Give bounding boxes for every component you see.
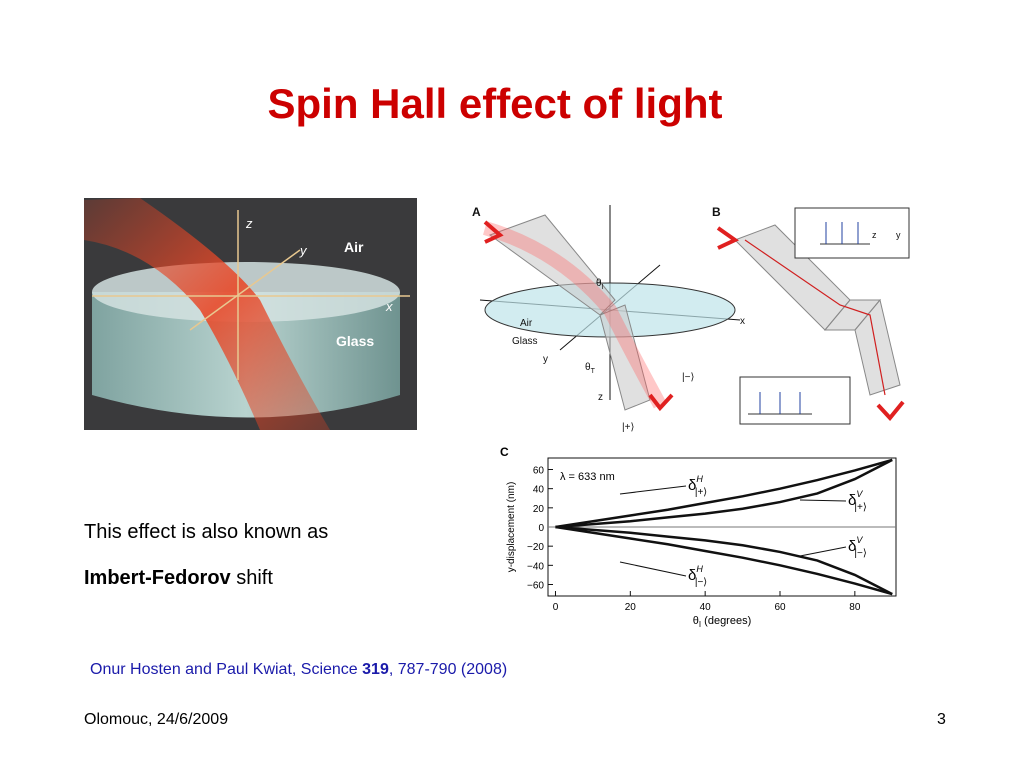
series-name: δ <box>848 492 856 509</box>
panel-label: B <box>712 205 721 219</box>
series-label: δV |−⟩ <box>848 535 867 559</box>
photo-label: y <box>299 243 308 258</box>
diagram-label: z <box>598 392 603 403</box>
y-axis-label: y-displacement (nm) <box>506 482 517 573</box>
series-name: δ <box>688 477 696 494</box>
diagram-a: A Air Glass x y z θI θT |+⟩ |−⟩ <box>472 205 745 433</box>
series-name: δ <box>848 538 856 555</box>
series-superscript: V <box>856 535 863 545</box>
page-number: 3 <box>937 711 946 728</box>
diagram-label: z <box>872 230 877 240</box>
series-line <box>555 458 893 529</box>
y-tick-label: −60 <box>527 581 544 592</box>
series-subscript: |−⟩ <box>854 548 866 559</box>
diagram-label: y <box>896 230 901 240</box>
series-subscript: |+⟩ <box>695 487 707 498</box>
diagram-label: |−⟩ <box>682 372 694 383</box>
x-tick-label: 20 <box>625 602 637 613</box>
x-tick-label: 80 <box>849 602 861 613</box>
diagram-label: x <box>740 316 745 327</box>
x-tick-label: 60 <box>774 602 786 613</box>
y-tick-label: −20 <box>527 542 544 553</box>
y-tick-label: 0 <box>538 523 544 534</box>
y-tick-label: 60 <box>533 466 545 477</box>
leader-line <box>799 499 847 502</box>
series-line <box>555 458 893 529</box>
series-line <box>555 525 893 596</box>
panel-label: C <box>500 445 509 459</box>
diagram-label: θT <box>585 362 596 375</box>
x-tick-label: 40 <box>700 602 712 613</box>
photo-label: z <box>245 216 253 231</box>
title: Spin Hall effect of light <box>267 80 722 127</box>
diagram-label: Glass <box>512 336 538 347</box>
y-tick-label: 20 <box>533 504 545 515</box>
footer-text: Olomouc, 24/6/2009 <box>84 711 228 728</box>
diagram-b: B z y <box>712 205 910 425</box>
series-superscript: H <box>696 564 703 574</box>
chart: C λ = 633 nm y-displacement (nm) θI (deg… <box>500 445 897 629</box>
series-superscript: H <box>696 474 703 484</box>
photo: z y Air x Glass <box>84 198 417 430</box>
series-superscript: V <box>856 489 863 499</box>
leader-line <box>619 561 687 577</box>
series-subscript: |+⟩ <box>854 502 866 513</box>
panel-label: A <box>472 205 481 219</box>
citation: Onur Hosten and Paul Kwiat, Science 319,… <box>90 661 507 678</box>
photo-label: Glass <box>336 333 374 349</box>
y-tick-label: −40 <box>527 561 544 572</box>
photo-label: Air <box>344 239 364 255</box>
leader-line <box>799 546 847 557</box>
x-axis-label: θI (degrees) <box>693 615 752 629</box>
series-name: δ <box>688 567 696 584</box>
diagram-label: θI <box>596 278 604 291</box>
series-label: δH |−⟩ <box>688 564 707 588</box>
annotation: λ = 633 nm <box>560 471 615 483</box>
photo-label: x <box>385 299 393 314</box>
series-line <box>555 525 893 596</box>
diagram-label: |+⟩ <box>622 422 634 433</box>
diagram-label: y <box>543 354 548 365</box>
leader-line <box>619 485 687 495</box>
series-label: δH |+⟩ <box>688 474 707 498</box>
body-text: Imbert-Fedorov shift <box>84 567 273 589</box>
diagram-label: Air <box>520 318 533 329</box>
x-tick-label: 0 <box>553 602 559 613</box>
series-label: δV |+⟩ <box>848 489 867 513</box>
body-text: This effect is also known as <box>84 521 328 543</box>
series-subscript: |−⟩ <box>695 577 707 588</box>
y-tick-label: 40 <box>533 485 545 496</box>
